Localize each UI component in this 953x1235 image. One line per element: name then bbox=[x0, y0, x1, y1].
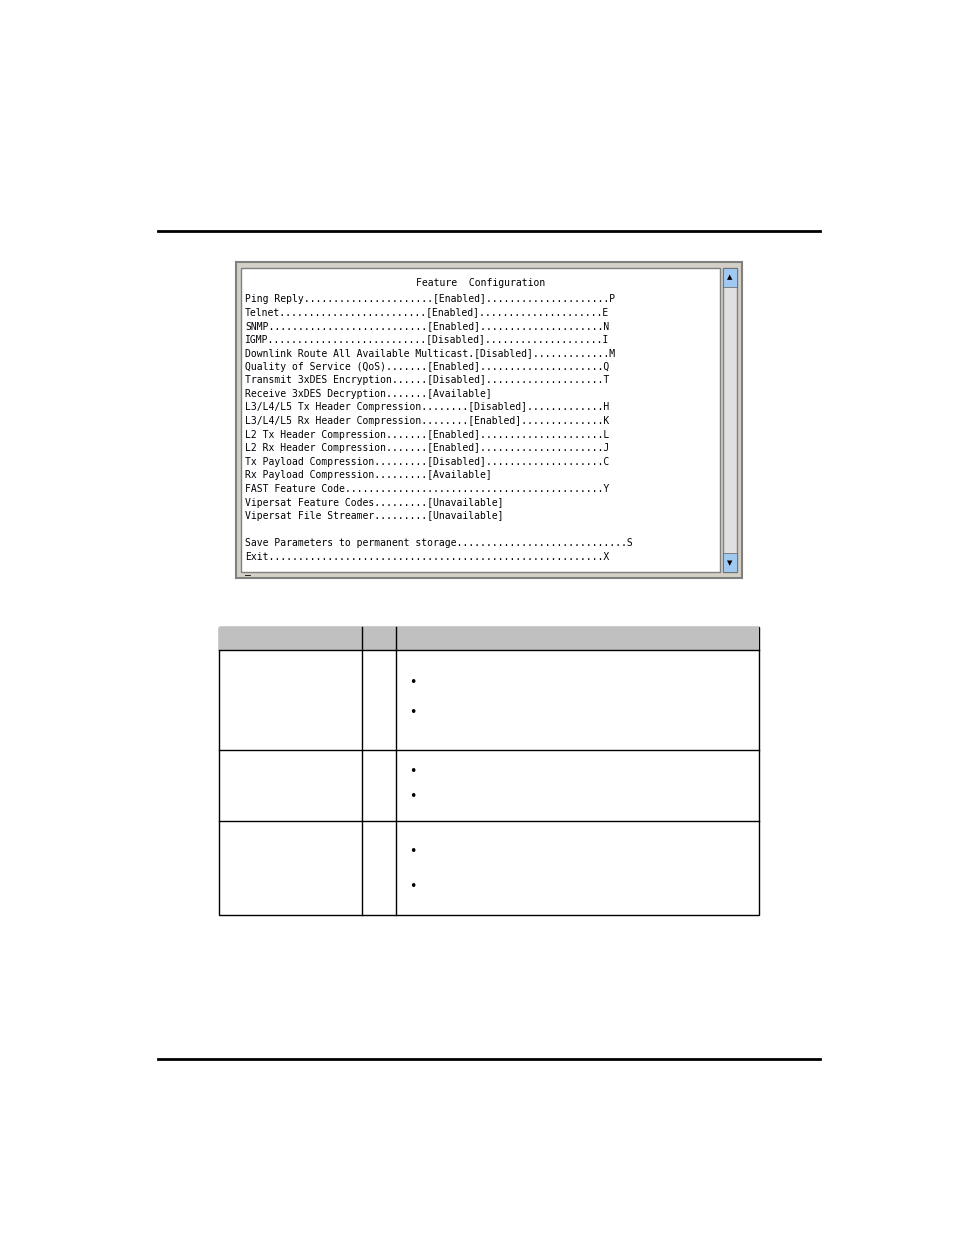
Text: ▼: ▼ bbox=[726, 559, 732, 566]
Text: Feature  Configuration: Feature Configuration bbox=[416, 278, 544, 288]
Text: Vipersat Feature Codes.........[Unavailable]: Vipersat Feature Codes.........[Unavaila… bbox=[245, 498, 503, 508]
Text: Receive 3xDES Decryption.......[Available]: Receive 3xDES Decryption.......[Availabl… bbox=[245, 389, 491, 399]
Text: •: • bbox=[409, 705, 416, 719]
Text: _: _ bbox=[245, 566, 251, 576]
Text: Save Parameters to permanent storage.............................S: Save Parameters to permanent storage....… bbox=[245, 538, 632, 548]
Text: L2 Tx Header Compression.......[Enabled].....................L: L2 Tx Header Compression.......[Enabled]… bbox=[245, 430, 609, 440]
Text: L3/L4/L5 Rx Header Compression........[Enabled]..............K: L3/L4/L5 Rx Header Compression........[E… bbox=[245, 416, 609, 426]
Text: Quality of Service (QoS).......[Enabled].....................Q: Quality of Service (QoS).......[Enabled]… bbox=[245, 362, 609, 372]
Text: Telnet.........................[Enabled].....................E: Telnet.........................[Enabled]… bbox=[245, 308, 609, 317]
Text: Downlink Route All Available Multicast.[Disabled].............M: Downlink Route All Available Multicast.[… bbox=[245, 348, 615, 358]
Text: L2 Rx Header Compression.......[Enabled].....................J: L2 Rx Header Compression.......[Enabled]… bbox=[245, 443, 609, 453]
Text: •: • bbox=[409, 764, 416, 778]
Text: •: • bbox=[409, 790, 416, 803]
Text: Rx Payload Compression.........[Available]: Rx Payload Compression.........[Availabl… bbox=[245, 471, 491, 480]
Text: •: • bbox=[409, 676, 416, 689]
Bar bbox=[235, 262, 741, 578]
Text: SNMP...........................[Enabled].....................N: SNMP...........................[Enabled]… bbox=[245, 321, 609, 331]
Bar bbox=[219, 626, 758, 915]
Text: FAST Feature Code............................................Y: FAST Feature Code.......................… bbox=[245, 484, 609, 494]
Text: IGMP...........................[Disabled]....................I: IGMP...........................[Disabled… bbox=[245, 335, 609, 345]
Text: •: • bbox=[409, 881, 416, 893]
Bar bbox=[219, 626, 758, 651]
Text: Tx Payload Compression.........[Disabled]....................C: Tx Payload Compression.........[Disabled… bbox=[245, 457, 609, 467]
Text: L3/L4/L5 Tx Header Compression........[Disabled].............H: L3/L4/L5 Tx Header Compression........[D… bbox=[245, 403, 609, 412]
Text: Exit.........................................................X: Exit....................................… bbox=[245, 552, 609, 562]
Text: Ping Reply......................[Enabled].....................P: Ping Reply......................[Enabled… bbox=[245, 294, 615, 304]
Bar bbox=[721, 268, 737, 572]
Text: •: • bbox=[409, 845, 416, 858]
Bar bbox=[721, 553, 737, 572]
Bar bbox=[721, 268, 737, 287]
Text: Vipersat File Streamer.........[Unavailable]: Vipersat File Streamer.........[Unavaila… bbox=[245, 511, 503, 521]
Text: ▲: ▲ bbox=[726, 274, 732, 280]
Bar bbox=[240, 268, 720, 572]
Text: Transmit 3xDES Encryption......[Disabled]....................T: Transmit 3xDES Encryption......[Disabled… bbox=[245, 375, 609, 385]
